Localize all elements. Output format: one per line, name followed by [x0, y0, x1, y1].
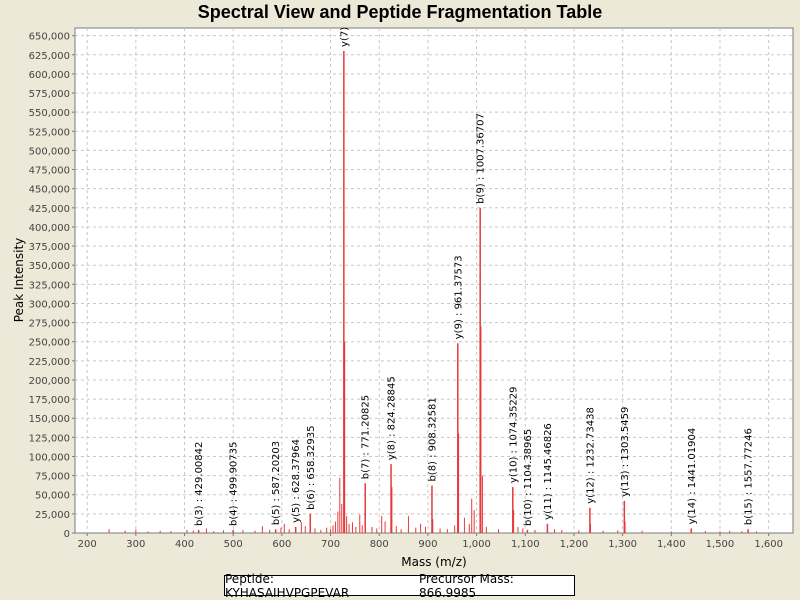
y-tick-label: 550,000 [29, 108, 70, 119]
x-tick-label: 1,400 [657, 539, 686, 550]
x-tick-label: 1,100 [511, 539, 540, 550]
x-tick-label: 600 [272, 539, 291, 550]
x-tick-label: 700 [321, 539, 340, 550]
x-tick-label: 200 [78, 539, 97, 550]
peak-annotation-label: y(5) : 628.37964 [291, 439, 302, 523]
y-tick-label: 650,000 [29, 32, 70, 43]
peak-annotation-label: b(5) : 587.20203 [271, 441, 282, 525]
y-tick-label: 50,000 [35, 491, 70, 502]
peak-annotation-label: y(9) : 961.37573 [453, 255, 464, 339]
peak-annotation-label: y(13) : 1303.5459 [620, 407, 631, 497]
x-tick-label: 900 [418, 539, 437, 550]
y-tick-label: 275,000 [29, 319, 70, 330]
y-tick-label: 25,000 [35, 510, 70, 521]
peak-annotation-label: b(8) : 908.32581 [427, 397, 438, 481]
x-tick-label: 1,300 [608, 539, 637, 550]
y-tick-label: 175,000 [29, 395, 70, 406]
axes-layer: 0 25,000 50,000 75,000 100,000 125,000 150,000… [29, 32, 783, 550]
y-tick-label: 575,000 [29, 89, 70, 100]
y-axis-label: Peak Intensity [12, 238, 26, 323]
precursor-mass: Precursor Mass: 866.9985 [418, 571, 514, 600]
x-tick-label: 300 [126, 539, 145, 550]
y-tick-label: 300,000 [29, 299, 70, 310]
peptide-info-box: Peptide: KYHASAIHVPGPEVAR Precursor Mass… [224, 572, 575, 600]
y-tick-label: 225,000 [29, 357, 70, 368]
x-tick-label: 500 [224, 539, 243, 550]
peak-annotation-label: b(7) : 771.20825 [361, 395, 372, 479]
y-tick-label: 600,000 [29, 70, 70, 81]
x-axis-label: Mass (m/z) [401, 555, 466, 569]
y-tick-label: 250,000 [29, 338, 70, 349]
peak-annotation-label: b(3) : 429.00842 [194, 442, 205, 526]
x-tick-label: 400 [175, 539, 194, 550]
peptide-sequence: Peptide: KYHASAIHVPGPEVAR [225, 571, 350, 600]
chart-title: Spectral View and Peptide Fragmentation … [197, 2, 603, 22]
peak-annotation-label: y(14) : 1441.01904 [687, 428, 698, 525]
peak-annotation-label: y(10) : 1074.35229 [508, 386, 519, 483]
peak-annotation-label: b(6) : 658.32935 [306, 426, 317, 510]
peak-annotation-label: y(11) : 1145.46826 [543, 423, 554, 520]
y-tick-label: 475,000 [29, 166, 70, 177]
peak-annotation-label: y(8) : 824.28845 [387, 376, 398, 460]
peak-annotation-label: y(7) [339, 27, 350, 47]
y-tick-label: 450,000 [29, 185, 70, 196]
y-tick-label: 375,000 [29, 242, 70, 253]
y-tick-label: 350,000 [29, 261, 70, 272]
y-tick-label: 125,000 [29, 433, 70, 444]
y-tick-label: 200,000 [29, 376, 70, 387]
y-tick-label: 150,000 [29, 414, 70, 425]
y-tick-label: 325,000 [29, 280, 70, 291]
peak-annotation-label: y(12) : 1232.73438 [585, 407, 596, 504]
x-tick-label: 1,200 [560, 539, 589, 550]
y-tick-label: 100,000 [29, 452, 70, 463]
peak-annotation-label: b(9) : 1007.36707 [476, 113, 487, 204]
y-tick-label: 525,000 [29, 127, 70, 138]
y-tick-label: 75,000 [35, 472, 70, 483]
peak-annotation-label: b(4) : 499.90735 [229, 442, 240, 526]
peak-annotation-label: b(10) : 1104.38965 [523, 429, 534, 526]
y-tick-label: 500,000 [29, 146, 70, 157]
y-tick-label: 425,000 [29, 204, 70, 215]
y-tick-label: 400,000 [29, 223, 70, 234]
y-tick-label: 0 [64, 529, 70, 540]
x-tick-label: 1,600 [754, 539, 783, 550]
peak-labels-layer: b(3) : 429.00842 b(4) : 499.90735 b(5) : 5… [194, 27, 754, 526]
plot-area [74, 27, 794, 534]
x-tick-label: 800 [370, 539, 389, 550]
y-tick-label: 625,000 [29, 51, 70, 62]
peak-annotation-label: b(15) : 1557.77246 [744, 428, 755, 525]
grid-layer [75, 28, 793, 533]
x-tick-label: 1,000 [462, 539, 491, 550]
peaks-layer [108, 50, 757, 533]
x-tick-label: 1,500 [706, 539, 735, 550]
